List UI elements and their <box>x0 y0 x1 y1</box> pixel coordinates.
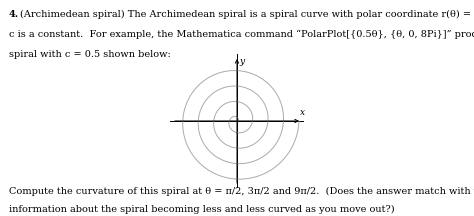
Text: Compute the curvature of this spiral at θ = π/2, 3π/2 and 9π/2.  (Does the answe: Compute the curvature of this spiral at … <box>9 187 474 196</box>
Text: spiral with c = 0.5 shown below:: spiral with c = 0.5 shown below: <box>9 50 170 59</box>
Text: 4.: 4. <box>9 10 18 19</box>
Text: x: x <box>300 108 305 117</box>
Text: c is a constant.  For example, the Mathematica command “PolarPlot[{0.5θ}, {θ, 0,: c is a constant. For example, the Mathem… <box>9 30 474 39</box>
Text: (Archimedean spiral) The Archimedean spiral is a spiral curve with polar coordin: (Archimedean spiral) The Archimedean spi… <box>20 10 474 19</box>
Text: information about the spiral becoming less and less curved as you move out?): information about the spiral becoming le… <box>9 205 394 214</box>
Text: y: y <box>240 57 245 66</box>
